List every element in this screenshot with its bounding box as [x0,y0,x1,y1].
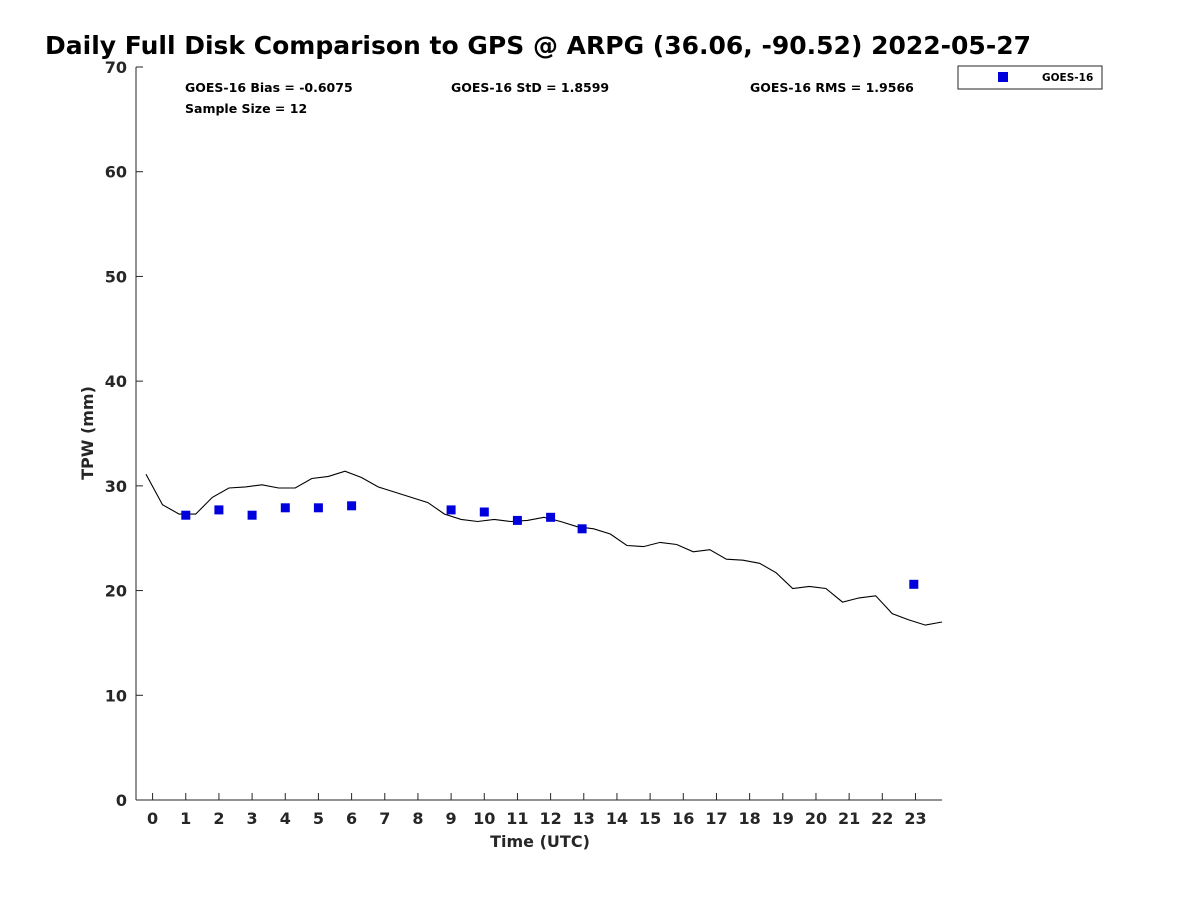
x-tick-label: 14 [606,809,628,828]
x-tick-label: 19 [772,809,794,828]
x-tick-label: 10 [473,809,495,828]
x-tick-label: 2 [213,809,224,828]
x-tick-label: 13 [573,809,595,828]
y-tick-label: 70 [105,58,127,77]
goes16-point [181,510,191,520]
x-tick-label: 3 [247,809,258,828]
x-tick-label: 11 [506,809,528,828]
y-tick-label: 20 [105,582,127,601]
rms-stat: GOES-16 RMS = 1.9566 [750,80,914,95]
goes16-point [577,524,587,534]
x-tick-label: 18 [738,809,760,828]
goes16-marker-series [181,501,919,589]
goes16-point [512,515,522,525]
legend-box [957,65,1103,90]
y-tick-label: 60 [105,163,127,182]
chart-title: Daily Full Disk Comparison to GPS @ ARPG… [45,31,1031,60]
x-tick-label: 0 [147,809,158,828]
x-tick-label: 9 [446,809,457,828]
legend-marker-swatch [998,72,1008,82]
y-axis-label: TPW (mm) [78,386,97,480]
y-tick-label: 0 [116,791,127,810]
x-tick-label: 23 [904,809,926,828]
goes16-point [909,579,919,589]
legend-label-goes16: GOES-16 [1042,72,1093,84]
y-tick-label: 10 [105,686,127,705]
x-tick-label: 22 [871,809,893,828]
sample-size-stat: Sample Size = 12 [185,101,307,116]
goes16-point [214,505,224,515]
x-tick-label: 7 [379,809,390,828]
std-stat: GOES-16 StD = 1.8599 [451,80,609,95]
x-tick-label: 20 [805,809,827,828]
x-tick-label: 16 [672,809,694,828]
gps-line [145,470,943,626]
y-tick-label: 30 [105,477,127,496]
goes16-point [479,507,489,517]
gps-line-series [145,470,943,626]
legend: GOES-16 [957,65,1103,90]
x-tick-label: 12 [539,809,561,828]
x-tick-label: 15 [639,809,661,828]
x-tick-label: 5 [313,809,324,828]
goes16-point [247,510,257,520]
goes16-point [280,503,290,513]
y-axis-ticks: 0 10 20 30 40 50 60 70 [105,58,143,810]
goes16-point [446,505,456,515]
goes16-point [546,512,556,522]
x-tick-label: 8 [412,809,423,828]
x-tick-label: 21 [838,809,860,828]
y-tick-label: 40 [105,372,127,391]
x-tick-label: 1 [180,809,191,828]
x-axis-label: Time (UTC) [490,832,590,851]
x-tick-label: 4 [280,809,291,828]
x-tick-label: 6 [346,809,357,828]
y-tick-label: 50 [105,267,127,286]
goes16-point [347,501,357,511]
x-axis-ticks: 0 1 2 3 4 5 6 7 8 9 10 11 12 13 14 15 16 17 18 19 20 21 22 23 [147,793,927,828]
goes16-point [313,503,323,513]
bias-stat: GOES-16 Bias = -0.6075 [185,80,353,95]
x-tick-label: 17 [705,809,727,828]
